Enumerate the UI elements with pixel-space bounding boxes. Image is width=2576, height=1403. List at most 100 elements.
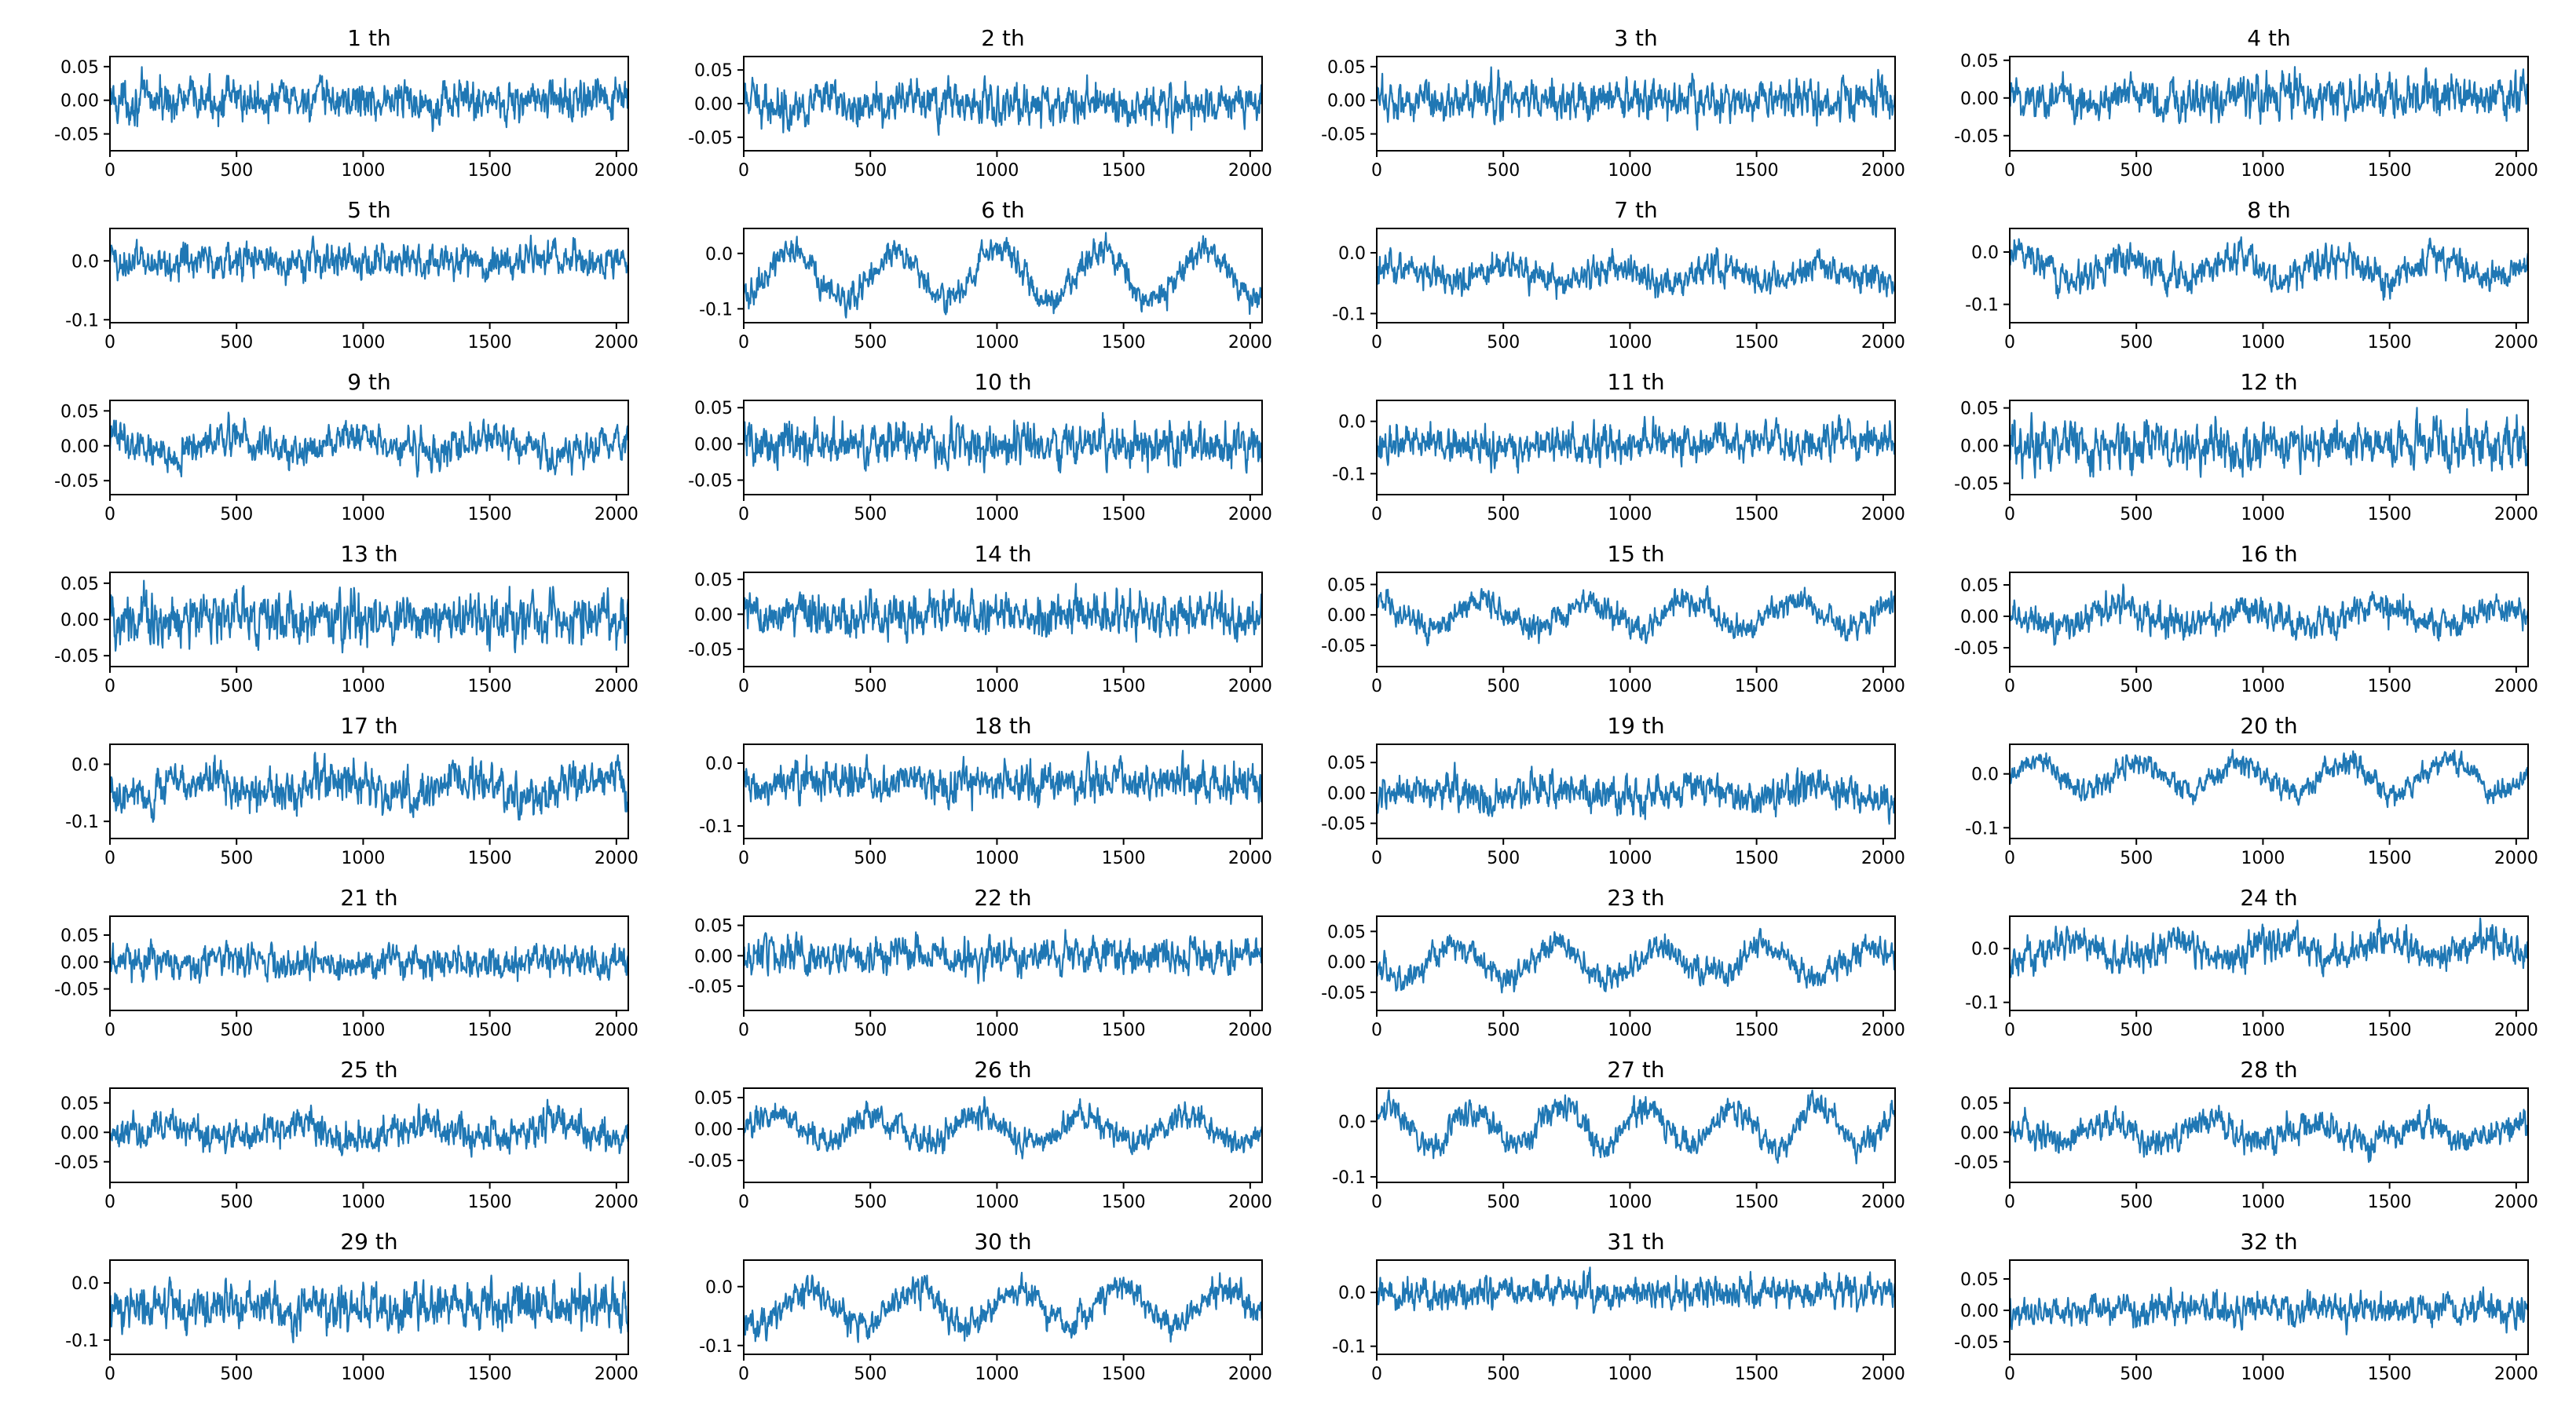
subplot-title: 13 th: [340, 541, 397, 567]
x-tick-label: 1500: [468, 161, 512, 181]
y-tick-label: -0.1: [1965, 994, 1999, 1014]
axes-frame: [1376, 1259, 1896, 1355]
y-tick-label: -0.1: [1332, 1168, 1366, 1188]
axes-frame: [1376, 915, 1896, 1011]
x-tick-label: 500: [1487, 849, 1520, 868]
x-tick-label: 0: [738, 1021, 749, 1040]
x-tick-label: 500: [2120, 849, 2153, 868]
y-tick-label: -0.05: [54, 1153, 99, 1173]
x-tick-label: 500: [854, 505, 887, 524]
y-tick-label: 0.0: [1971, 765, 1999, 785]
series-line: [1375, 585, 1896, 647]
series-line: [1375, 414, 1896, 474]
x-tick-label: 2000: [1228, 1193, 1272, 1212]
y-tick-label: 0.05: [60, 926, 99, 946]
x-tick-label: 0: [738, 161, 749, 181]
axes-frame: [743, 228, 1263, 323]
x-tick-label: 2000: [595, 677, 639, 696]
y-tick-label: -0.1: [65, 1332, 99, 1351]
subplot-title: 15 th: [1607, 541, 1664, 567]
x-tick-label: 1500: [468, 1365, 512, 1384]
x-tick-label: 2000: [1228, 161, 1272, 181]
x-tick-label: 0: [1371, 1021, 1382, 1040]
x-tick-label: 2000: [2494, 333, 2538, 353]
x-tick-label: 2000: [1861, 1365, 1905, 1384]
y-tick-label: 0.00: [1327, 953, 1366, 973]
subplot-title: 21 th: [340, 885, 397, 911]
y-tick-label: -0.05: [54, 647, 99, 667]
subplot-24: 24 th 0 500 1000 1500 2000 0.0 -0.1: [1965, 885, 2538, 1040]
x-tick-label: 0: [1371, 505, 1382, 524]
y-tick-label: -0.05: [1954, 127, 1999, 147]
x-tick-label: 2000: [1861, 333, 1905, 353]
x-tick-label: 1000: [975, 1193, 1019, 1212]
x-tick-label: 1000: [975, 677, 1019, 696]
y-tick-label: -0.1: [65, 311, 99, 331]
y-tick-label: 0.00: [1327, 784, 1366, 804]
x-tick-label: 500: [1487, 505, 1520, 524]
x-tick-label: 0: [738, 1365, 749, 1384]
y-tick-label: -0.1: [1332, 465, 1366, 484]
subplot-12: 12 th 0 500 1000 1500 2000 0.05 0.00 -0.05: [1954, 369, 2538, 524]
x-tick-label: 500: [854, 161, 887, 181]
subplot-title: 32 th: [2240, 1229, 2297, 1255]
x-tick-label: 2000: [1861, 677, 1905, 696]
x-tick-label: 1000: [1608, 505, 1652, 524]
x-tick-label: 1000: [1608, 1021, 1652, 1040]
x-tick-label: 1000: [341, 1193, 385, 1212]
series-line: [1376, 66, 1896, 131]
subplot-10: 10 th 0 500 1000 1500 2000 0.05 0.00 -0.05: [688, 369, 1272, 524]
x-tick-label: 1500: [2368, 1021, 2412, 1040]
series-line: [742, 411, 1263, 474]
x-tick-label: 0: [738, 677, 749, 696]
x-tick-label: 1000: [2241, 333, 2285, 353]
x-tick-label: 1500: [1735, 849, 1779, 868]
series-line: [2008, 1104, 2529, 1164]
x-tick-label: 1500: [2368, 1193, 2412, 1212]
x-tick-label: 500: [2120, 161, 2153, 181]
subplot-16: 16 th 0 500 1000 1500 2000 0.05 0.00 -0.05: [1954, 541, 2538, 696]
x-tick-label: 1500: [1102, 677, 1146, 696]
x-tick-label: 500: [2120, 1021, 2153, 1040]
x-tick-label: 0: [2004, 677, 2015, 696]
y-tick-label: -0.05: [688, 641, 733, 660]
subplot-29: 29 th 0 500 1000 1500 2000 0.0 -0.1: [65, 1229, 639, 1384]
series-line: [1375, 1266, 1896, 1314]
x-tick-label: 1000: [1608, 1365, 1652, 1384]
subplot-title: 9 th: [347, 369, 390, 395]
x-tick-label: 0: [738, 849, 749, 868]
subplot-30: 30 th 0 500 1000 1500 2000 0.0 -0.1: [699, 1229, 1272, 1384]
x-tick-label: 1500: [2368, 161, 2412, 181]
y-tick-label: 0.0: [71, 1274, 99, 1294]
x-tick-label: 1000: [2241, 1021, 2285, 1040]
y-tick-label: 0.00: [694, 95, 733, 115]
axes-frame: [1376, 572, 1896, 667]
y-tick-label: -0.1: [65, 813, 99, 832]
x-tick-label: 1500: [468, 333, 512, 353]
x-tick-label: 0: [1371, 1193, 1382, 1212]
subplot-title: 3 th: [1614, 25, 1657, 51]
x-tick-label: 2000: [2494, 1193, 2538, 1212]
subplot-title: 24 th: [2240, 885, 2297, 911]
x-tick-label: 0: [104, 333, 115, 353]
x-tick-label: 1000: [1608, 1193, 1652, 1212]
subplot-title: 10 th: [974, 369, 1031, 395]
y-tick-label: 0.05: [60, 58, 99, 78]
subplot-title: 31 th: [1607, 1229, 1664, 1255]
y-tick-label: 0.0: [1338, 413, 1366, 433]
axes-frame: [1376, 1087, 1896, 1183]
x-tick-label: 1000: [975, 505, 1019, 524]
axes-frame: [743, 1259, 1263, 1355]
subplot-8: 8 th 0 500 1000 1500 2000 0.0 -0.1: [1965, 197, 2538, 353]
x-tick-label: 2000: [1861, 505, 1905, 524]
x-tick-label: 2000: [595, 505, 639, 524]
axes-frame: [2009, 915, 2529, 1011]
x-tick-label: 2000: [2494, 1021, 2538, 1040]
x-tick-label: 500: [220, 505, 253, 524]
y-tick-label: 0.05: [694, 61, 733, 81]
x-tick-label: 500: [854, 1365, 887, 1384]
subplot-32: 32 th 0 500 1000 1500 2000 0.05 0.00 -0.05: [1954, 1229, 2538, 1384]
x-tick-label: 0: [2004, 505, 2015, 524]
series-line: [2009, 1286, 2529, 1335]
subplot-title: 5 th: [347, 197, 390, 223]
